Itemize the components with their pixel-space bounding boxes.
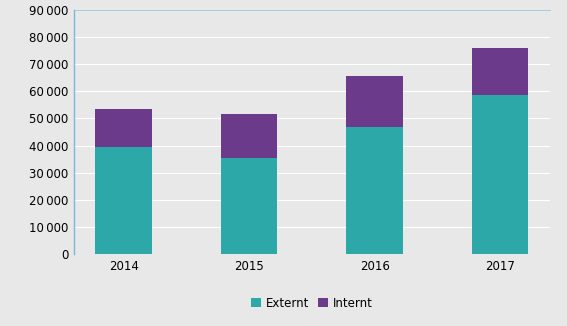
- Legend: Externt, Internt: Externt, Internt: [251, 297, 373, 310]
- Bar: [221, 158, 277, 254]
- Bar: [472, 96, 528, 254]
- Bar: [221, 114, 277, 158]
- Bar: [95, 109, 152, 147]
- Bar: [346, 76, 403, 126]
- Bar: [472, 48, 528, 96]
- Bar: [95, 147, 152, 254]
- Bar: [346, 126, 403, 254]
